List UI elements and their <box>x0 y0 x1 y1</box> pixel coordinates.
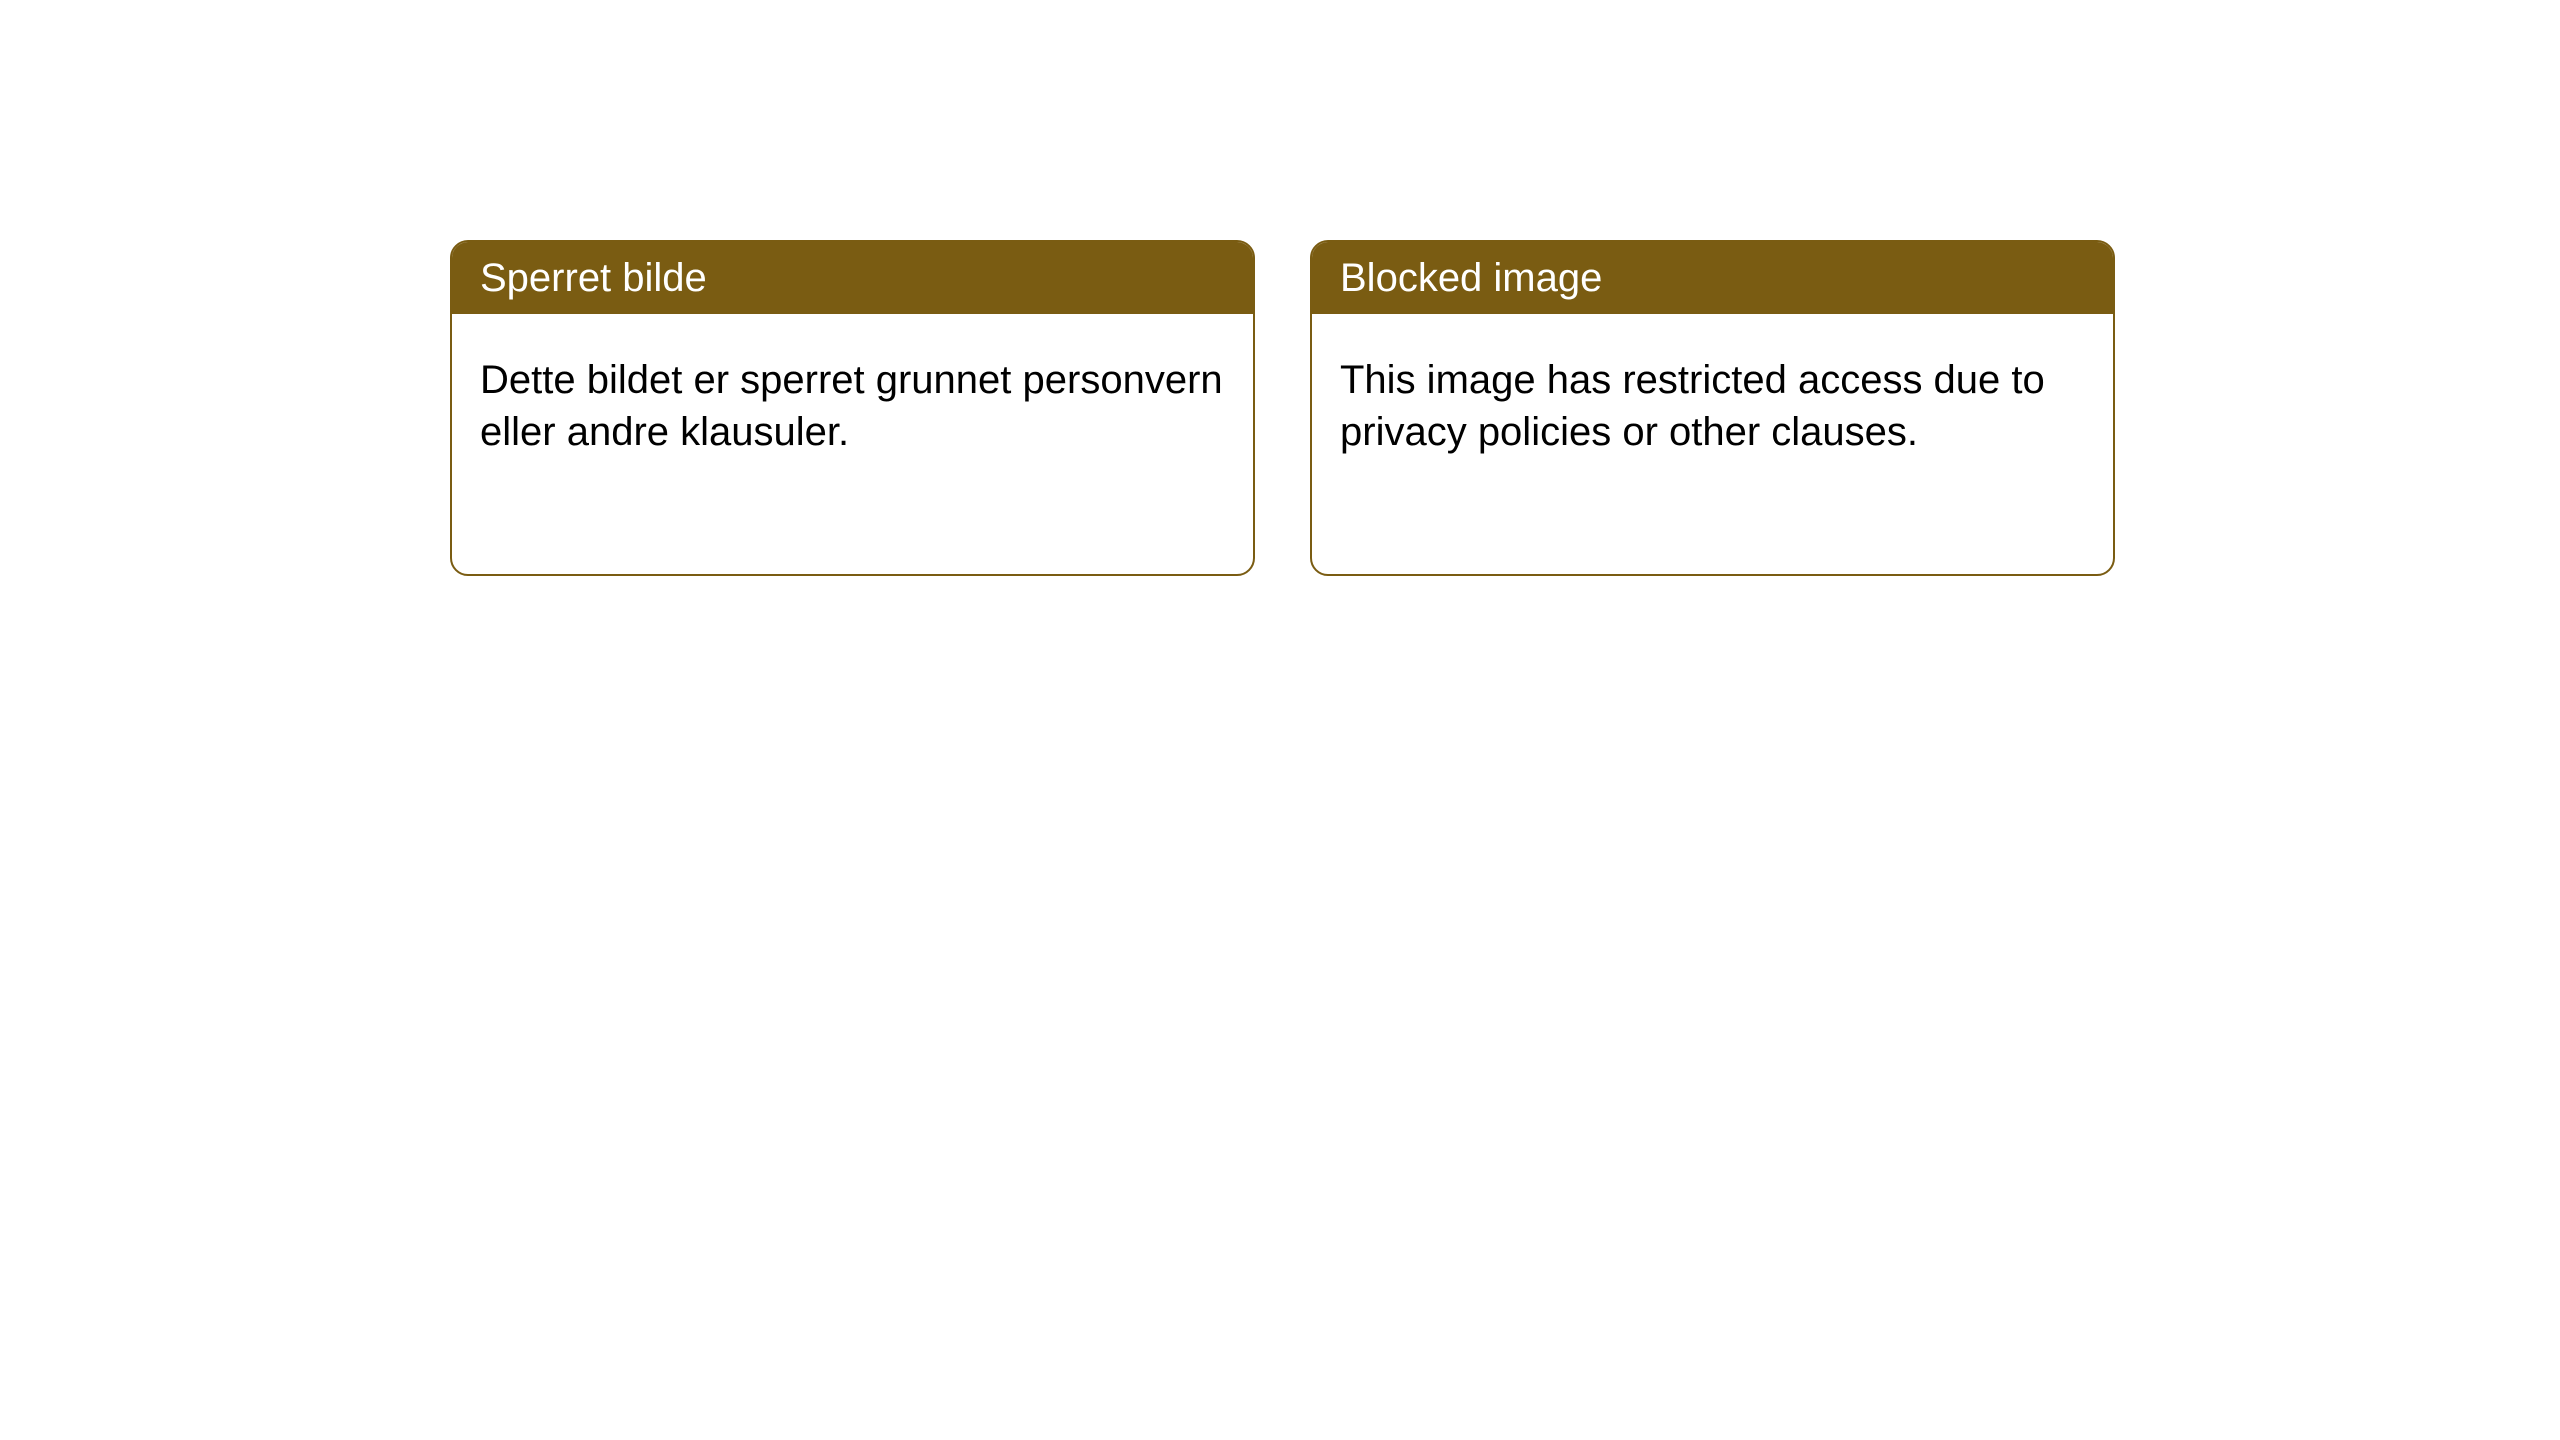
notice-header: Sperret bilde <box>452 242 1253 314</box>
notice-body: Dette bildet er sperret grunnet personve… <box>452 314 1253 498</box>
notice-container: Sperret bilde Dette bildet er sperret gr… <box>0 0 2560 576</box>
notice-card-english: Blocked image This image has restricted … <box>1310 240 2115 576</box>
notice-header: Blocked image <box>1312 242 2113 314</box>
notice-card-norwegian: Sperret bilde Dette bildet er sperret gr… <box>450 240 1255 576</box>
notice-body: This image has restricted access due to … <box>1312 314 2113 498</box>
